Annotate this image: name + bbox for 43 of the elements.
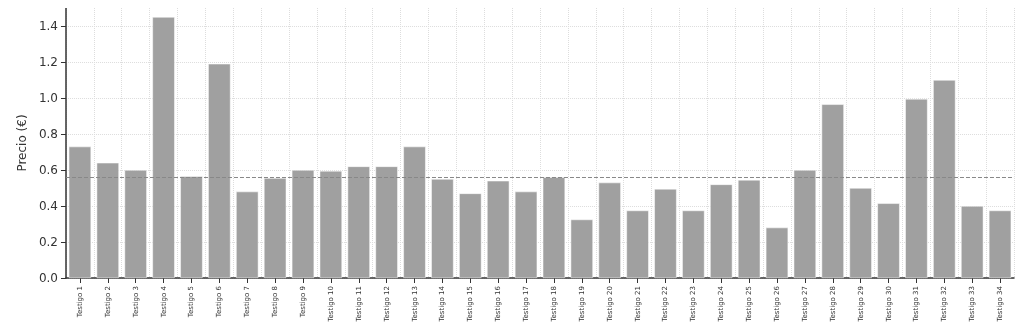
bar — [877, 203, 900, 278]
y-tick-label: 1.2 — [38, 55, 58, 69]
bar — [236, 191, 259, 278]
y-tick-label: 1.0 — [38, 91, 58, 105]
bar — [319, 170, 343, 278]
bar — [626, 210, 649, 278]
bar — [375, 166, 398, 278]
bar — [654, 188, 677, 278]
bar — [124, 170, 147, 278]
bar — [710, 184, 733, 278]
bar — [570, 219, 593, 278]
bar — [961, 206, 984, 278]
bar — [765, 227, 789, 278]
bar — [152, 17, 175, 278]
y-tick-label: 0.2 — [38, 235, 58, 249]
bar — [431, 179, 454, 278]
bar — [598, 182, 621, 278]
y-tick-label: 0.6 — [38, 163, 58, 177]
y-tick-label: 1.4 — [38, 19, 58, 33]
bar — [933, 80, 956, 278]
bar — [291, 170, 315, 278]
y-tick-label: 0.4 — [38, 199, 58, 213]
bar — [737, 179, 761, 278]
bar — [821, 104, 844, 278]
bar — [347, 166, 370, 278]
bar — [68, 146, 92, 278]
bar — [849, 188, 872, 278]
bar — [487, 180, 510, 278]
bar — [208, 63, 231, 278]
bar — [403, 146, 426, 278]
bar — [793, 170, 817, 278]
bar — [180, 176, 203, 278]
bar — [905, 98, 928, 278]
bar — [542, 177, 566, 278]
bar — [682, 210, 705, 278]
bar — [988, 210, 1012, 278]
bar — [514, 191, 538, 278]
bar — [96, 162, 119, 278]
y-tick-label: 0.8 — [38, 127, 58, 141]
y-tick-label: 0.0 — [38, 271, 58, 285]
bar — [263, 178, 287, 278]
y-axis-title: Precio (€) — [15, 114, 29, 172]
bar — [459, 193, 482, 278]
